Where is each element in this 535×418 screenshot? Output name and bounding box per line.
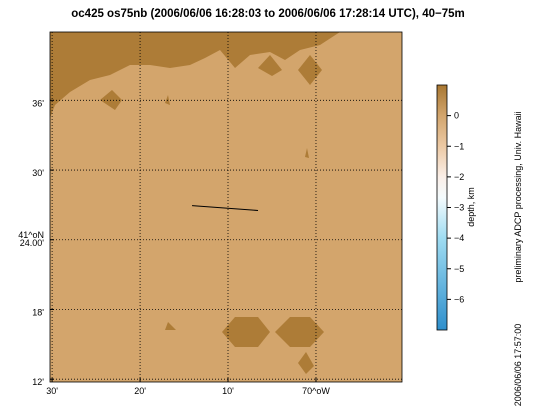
y-tick-label: 30'	[32, 168, 44, 178]
x-tick-label: 70^oW	[302, 386, 330, 396]
sea	[50, 32, 402, 382]
land	[258, 55, 282, 76]
y-tick-label: 24.00'	[20, 238, 45, 248]
land	[222, 317, 270, 347]
land	[275, 317, 324, 347]
land	[305, 148, 309, 158]
credit: preliminary ADCP processing, Univ. Hawai…	[513, 111, 523, 282]
colorbar-tick-label: −6	[454, 294, 464, 304]
colorbar-label: depth, km	[466, 187, 476, 227]
colorbar-tick-label: 0	[454, 111, 459, 121]
colorbar-tick-label: −4	[454, 233, 464, 243]
colorbar-tick-label: −2	[454, 172, 464, 182]
land	[165, 322, 176, 330]
lat-degree-label: 41^oN	[18, 230, 44, 240]
timestamp: 2006/06/06 17:57:00	[513, 324, 523, 407]
x-tick-label: 30'	[46, 386, 58, 396]
colorbar-tick-label: −1	[454, 141, 464, 151]
x-tick-label: 20'	[134, 386, 146, 396]
x-tick-label: 10'	[222, 386, 234, 396]
map-area	[50, 32, 402, 382]
y-tick-label: 18'	[32, 307, 44, 317]
map-title: oc425 os75nb (2006/06/06 16:28:03 to 200…	[71, 8, 464, 20]
colorbar-tick-label: −5	[454, 264, 464, 274]
y-tick-label: 12'	[32, 377, 44, 387]
y-tick-label: 36'	[32, 98, 44, 108]
ship-track	[192, 205, 259, 211]
map-frame	[49, 31, 403, 383]
colorbar-tick-label: −3	[454, 203, 464, 213]
land	[298, 352, 314, 374]
land	[50, 32, 340, 118]
colorbar	[436, 84, 448, 331]
